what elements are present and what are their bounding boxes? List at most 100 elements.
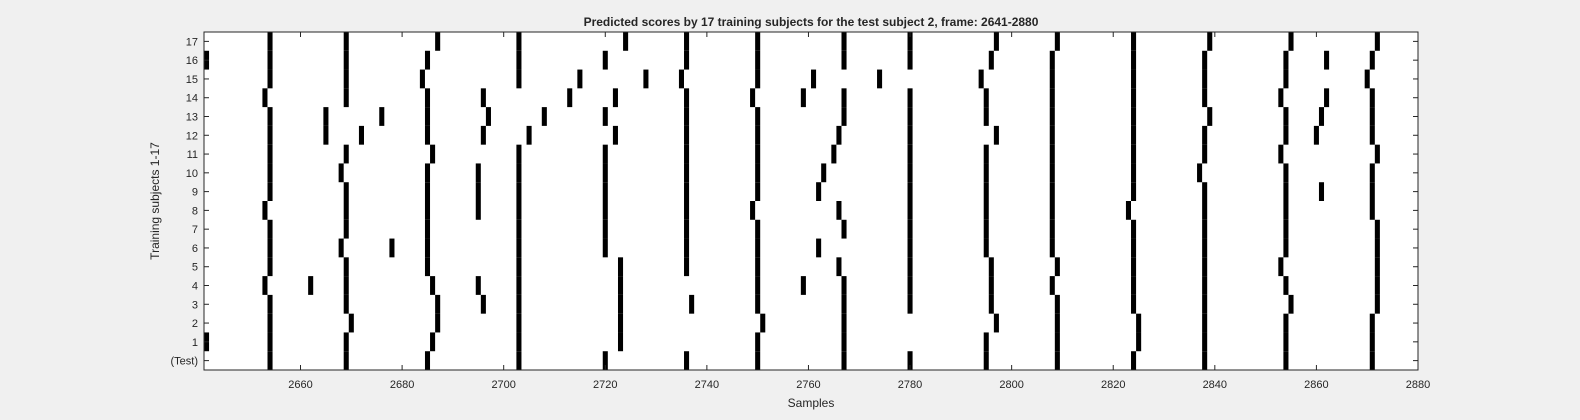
score-mark [1313,125,1319,145]
score-mark [1197,163,1203,183]
score-mark [424,257,431,277]
score-mark [343,69,349,89]
score-mark [684,182,690,201]
score-mark [1131,32,1137,51]
score-mark [343,144,349,164]
score-mark [841,276,847,295]
score-mark [755,69,761,89]
score-mark [993,125,999,145]
score-mark [755,219,761,239]
score-mark [343,276,349,295]
x-tick-label: 2880 [1406,379,1430,391]
y-tick-label: 6 [192,243,198,255]
score-mark [424,107,431,126]
score-mark [602,144,608,164]
score-mark [1369,88,1375,108]
score-mark [1374,294,1380,314]
score-mark [750,201,756,220]
score-mark [1288,294,1294,314]
score-mark [1049,88,1055,108]
score-mark [983,219,989,239]
score-mark [1283,163,1289,183]
score-mark [343,32,349,51]
score-mark [841,32,847,51]
score-mark [602,201,608,220]
score-mark [343,257,349,277]
y-axis-label: Training subjects 1-17 [148,142,162,260]
score-mark [1374,32,1380,51]
score-mark [262,201,268,220]
score-mark [643,69,649,89]
score-mark [1202,332,1208,352]
score-mark [516,50,522,70]
score-mark [516,144,522,164]
score-mark [1131,50,1137,70]
score-mark [267,351,273,370]
y-tick-label: 3 [192,299,198,311]
score-mark [267,107,273,126]
score-mark [755,32,761,51]
score-mark [1318,107,1325,126]
score-mark [988,276,994,295]
score-mark [816,238,822,258]
score-mark [1054,332,1060,352]
score-mark [983,107,989,126]
score-mark [907,88,913,108]
score-mark [1049,219,1055,239]
score-mark [841,313,847,333]
score-mark [841,332,847,352]
score-mark [323,107,329,126]
score-mark [617,294,624,314]
score-mark [877,69,883,89]
score-mark [267,238,273,258]
score-mark [424,201,431,220]
score-mark [1131,294,1137,314]
plot-area [204,32,1418,370]
score-mark [821,163,827,183]
score-mark [435,313,441,333]
score-mark [1283,219,1289,239]
score-mark [602,238,608,258]
score-mark [343,332,349,352]
score-mark [1207,107,1213,126]
x-tick-label: 2740 [695,379,719,391]
score-mark [841,88,847,108]
score-mark [1049,163,1055,183]
score-mark [343,201,349,220]
score-mark [993,313,999,333]
score-mark [343,50,349,70]
score-mark [267,163,273,183]
score-mark [983,182,989,201]
score-mark [267,69,273,89]
score-mark [480,125,486,145]
score-mark [1054,257,1060,277]
score-mark [424,50,431,70]
y-tick-label: 16 [186,55,198,67]
score-mark [983,201,989,220]
score-mark [907,32,913,51]
score-mark [267,144,273,164]
score-mark [755,107,761,126]
score-mark [1369,163,1375,183]
score-mark [907,219,913,239]
score-mark [907,351,913,370]
score-mark [1202,50,1208,70]
score-mark [755,257,761,277]
score-mark [358,125,364,145]
score-mark [684,201,690,220]
x-tick-label: 2680 [390,379,414,391]
score-mark [516,313,522,333]
score-mark [755,332,761,352]
score-mark [1283,201,1289,220]
score-mark [617,257,624,277]
x-tick-label: 2780 [898,379,922,391]
y-tick-label: 4 [192,281,198,293]
score-mark [684,219,690,239]
score-mark [516,32,522,51]
score-mark [1283,125,1289,145]
score-mark [1136,332,1142,352]
chart-title: Predicted scores by 17 training subjects… [584,15,1039,29]
score-mark [475,163,481,183]
score-mark [1049,50,1055,70]
score-mark [516,276,522,295]
